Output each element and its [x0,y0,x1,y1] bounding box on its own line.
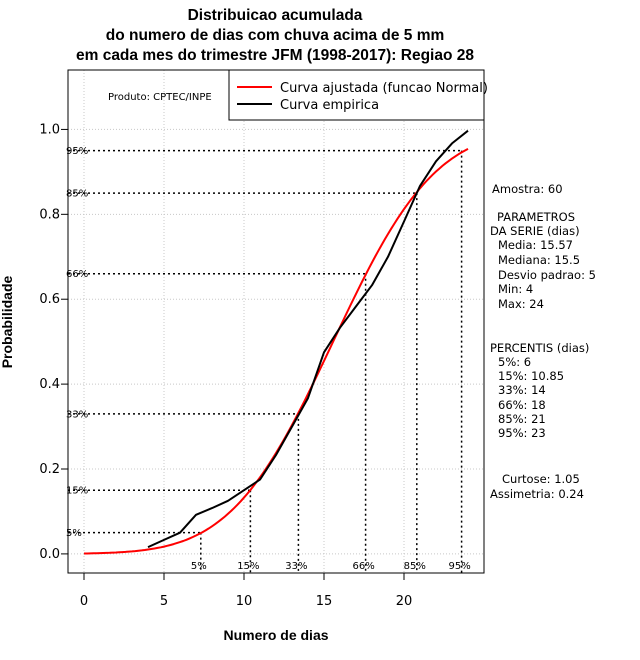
skewness-value: Assimetria: 0.24 [490,487,584,501]
max-value: Max: 24 [498,297,544,311]
mean-value: Media: 15.57 [498,238,573,252]
credit-text: Produto: CPTEC/INPE [108,92,212,103]
legend-label-empirical: Curva empirica [280,98,379,113]
y-tick-label: 0.6 [39,292,60,307]
y-tick-label: 0.0 [39,547,60,562]
percentile-prob-label: 5% [66,528,82,539]
chart-title-line-3: em cada mes do trimestre JFM (1998-2017)… [76,47,474,64]
parameters-subtitle: DA SERIE (dias) [490,224,580,238]
y-axis-label: Probabilidade [0,276,15,369]
percentile-x-label: 66% [352,561,374,572]
percentiles-title: PERCENTIS (dias) [490,341,589,355]
percentile-x-label: 33% [285,561,307,572]
min-value: Min: 4 [498,282,533,296]
percentile-prob-label: 66% [66,269,88,280]
percentile-prob-label: 85% [66,189,88,200]
percentile-66: 66%: 18 [498,398,546,412]
chart-title-line-2: do numero de dias com chuva acima de 5 m… [106,27,445,44]
percentile-5: 5%: 6 [498,355,531,369]
percentile-95: 95%: 23 [498,426,546,440]
sample-size: Amostra: 60 [492,182,563,196]
percentile-15: 15%: 10.85 [498,369,564,383]
percentile-33: 33%: 14 [498,383,546,397]
percentile-x-label: 95% [448,561,470,572]
legend-box [228,69,485,121]
x-tick-label: 10 [236,594,253,609]
percentile-85: 85%: 21 [498,412,546,426]
x-tick-label: 15 [316,594,333,609]
y-tick-label: 0.8 [39,207,60,222]
percentile-labels: 5% 5% 15% 15% 33% 33% 66% 66% 85% 85% 95% 95% [66,146,471,572]
percentile-x-label: 85% [404,561,426,572]
median-value: Mediana: 15.5 [498,253,580,267]
legend: Curva ajustada (funcao Normal) Curva emp… [228,69,488,121]
axes: 0 5 10 15 20 0.0 0.2 0.4 0.6 0.8 1.0 [39,122,412,609]
y-tick-label: 1.0 [39,122,60,137]
percentile-prob-label: 95% [66,146,88,157]
parameters-title: PARAMETROS [497,210,575,224]
y-tick-label: 0.4 [39,377,60,392]
std-dev-value: Desvio padrao: 5 [498,268,596,282]
percentile-prob-label: 15% [66,486,88,497]
x-tick-label: 20 [396,594,413,609]
legend-label-fitted: Curva ajustada (funcao Normal) [280,81,488,96]
empirical-curve [147,129,469,549]
x-axis-label: Numero de dias [223,627,328,643]
plot-frame [67,69,485,574]
percentile-prob-label: 33% [66,409,88,420]
grid-lines [68,70,484,573]
percentile-x-label: 5% [191,561,207,572]
kurtosis-value: Curtose: 1.05 [502,472,580,486]
curves [84,129,469,555]
percentile-x-label: 15% [237,561,259,572]
y-tick-label: 0.2 [39,462,60,477]
x-tick-label: 0 [80,594,88,609]
percentile-reference-lines [68,149,463,573]
statistics-panel: Amostra: 60 PARAMETROS DA SERIE (dias) M… [490,182,596,501]
chart-title-line-1: Distribuicao acumulada [188,7,363,24]
x-tick-label: 5 [160,594,168,609]
